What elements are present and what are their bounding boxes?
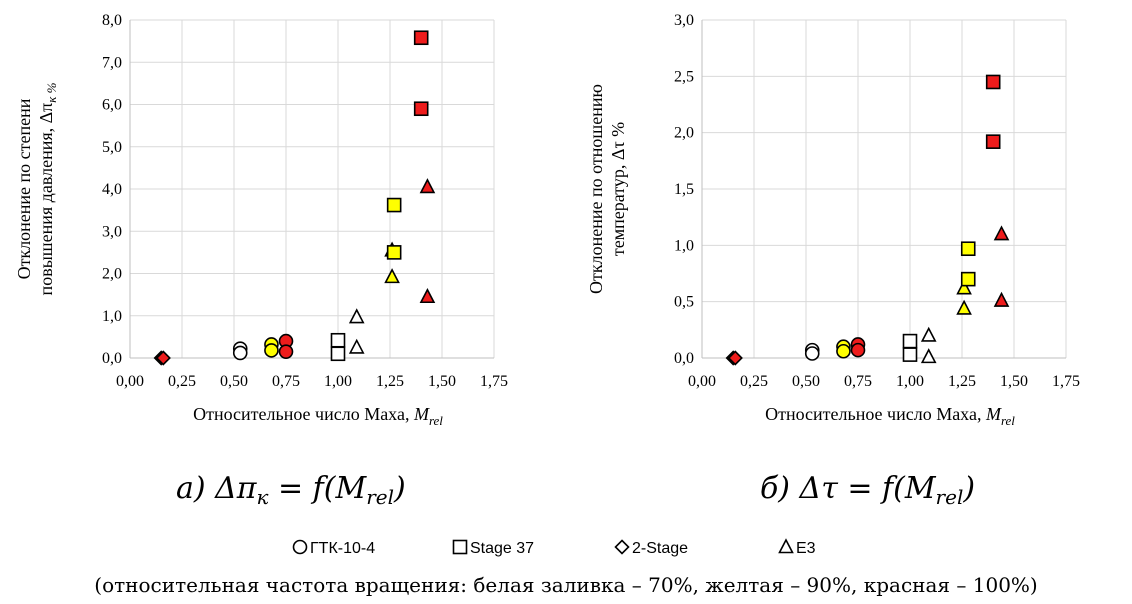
x-axis-label: Относительное число Маха, Mrel bbox=[193, 404, 443, 428]
data-point bbox=[348, 338, 365, 354]
chart-caption: а) Δπк = f(Mrel) bbox=[176, 471, 406, 509]
data-point bbox=[278, 344, 294, 359]
data-point bbox=[264, 343, 279, 358]
data-point bbox=[902, 333, 918, 349]
chart-caption: б) Δτ = f(Mrel) bbox=[760, 471, 975, 509]
y-axis-label-line2: температур, Δτ % bbox=[608, 122, 628, 256]
chart-1: 0,00 0,25 0,50 0,75 1,00 1,25 1,50 1,75 0,0 1,0 2,… bbox=[14, 12, 508, 428]
data-point bbox=[960, 241, 976, 257]
legend-circle-marker bbox=[292, 539, 308, 555]
data-point bbox=[993, 225, 1010, 241]
data-point bbox=[993, 291, 1010, 307]
data-point bbox=[348, 308, 365, 324]
data-point bbox=[384, 268, 400, 284]
y-axis-label: Отклонение по отношению температур, Δτ % bbox=[586, 84, 628, 294]
x-tick-label: 0,25 bbox=[740, 373, 768, 390]
y-axis-label-line2: повышения давления, Δπк % bbox=[36, 82, 59, 295]
x-tick-label: 1,25 bbox=[376, 373, 404, 390]
y-axis-label-line1: Отклонение по степени bbox=[14, 98, 34, 279]
y-tick-label: 3,0 bbox=[674, 12, 694, 29]
data-point bbox=[985, 134, 1001, 149]
legend-square-marker bbox=[452, 539, 468, 555]
x-tick-label: 1,25 bbox=[948, 373, 976, 390]
data-point bbox=[386, 245, 402, 260]
data-point bbox=[727, 350, 743, 366]
y-tick-label: 0,0 bbox=[674, 350, 694, 367]
y-tick-label: 2,0 bbox=[674, 125, 694, 142]
y-tick-label: 1,0 bbox=[102, 308, 122, 325]
y-tick-label: 7,0 bbox=[102, 54, 122, 71]
data-point bbox=[330, 346, 346, 362]
x-tick-label: 0,00 bbox=[116, 373, 144, 390]
y-tick-label: 8,0 bbox=[102, 12, 122, 29]
x-tick-label: 0,75 bbox=[272, 373, 300, 390]
data-point bbox=[850, 342, 866, 358]
data-point bbox=[386, 197, 402, 213]
legend: ГТК-10-4 Stage 37 2-Stage E3 bbox=[292, 538, 816, 557]
legend-label: ГТК-10-4 bbox=[310, 540, 375, 557]
y-tick-label: 0,5 bbox=[674, 294, 694, 311]
y-tick-label: 2,0 bbox=[102, 266, 122, 283]
x-axis-label: Относительное число Маха, Mrel bbox=[765, 404, 1015, 428]
legend-diamond-marker bbox=[614, 539, 630, 555]
x-tick-label: 1,50 bbox=[428, 373, 456, 390]
data-point bbox=[956, 299, 972, 315]
y-tick-label: 1,0 bbox=[674, 237, 694, 254]
y-axis-label-line1: Отклонение по отношению bbox=[586, 84, 606, 294]
y-tick-label: 3,0 bbox=[102, 223, 122, 240]
y-tick-label: 6,0 bbox=[102, 97, 122, 114]
chart-2: 0,00 0,25 0,50 0,75 1,00 1,25 1,50 1,75 0,0 0,5 1,… bbox=[586, 12, 1080, 428]
data-point bbox=[956, 279, 972, 295]
y-tick-label: 1,5 bbox=[674, 181, 694, 198]
y-tick-label: 2,5 bbox=[674, 68, 694, 85]
x-tick-label: 1,75 bbox=[480, 373, 508, 390]
x-tick-label: 0,50 bbox=[220, 373, 248, 390]
data-point bbox=[330, 332, 346, 348]
data-point bbox=[419, 178, 436, 194]
x-tick-label: 1,00 bbox=[324, 373, 352, 390]
x-tick-label: 1,50 bbox=[1000, 373, 1028, 390]
x-tick-label: 1,00 bbox=[896, 373, 924, 390]
legend-label: E3 bbox=[796, 540, 816, 557]
footnote: (относительная частота вращения: белая з… bbox=[94, 573, 1037, 597]
y-tick-label: 0,0 bbox=[102, 350, 122, 367]
legend-label: Stage 37 bbox=[470, 540, 534, 557]
data-point bbox=[413, 30, 429, 46]
y-tick-label: 4,0 bbox=[102, 181, 122, 198]
x-tick-label: 0,75 bbox=[844, 373, 872, 390]
data-point bbox=[920, 348, 937, 364]
data-point bbox=[985, 74, 1001, 90]
data-point bbox=[920, 326, 937, 342]
x-tick-label: 1,75 bbox=[1052, 373, 1080, 390]
data-point bbox=[960, 271, 976, 287]
data-point bbox=[413, 101, 429, 117]
legend-triangle-marker bbox=[778, 538, 794, 554]
x-tick-label: 0,00 bbox=[688, 373, 716, 390]
y-axis-label: Отклонение по степени повышения давления,… bbox=[14, 82, 59, 295]
data-point bbox=[836, 343, 851, 359]
data-point bbox=[419, 288, 436, 304]
data-point bbox=[155, 350, 171, 366]
legend-label: 2-Stage bbox=[632, 540, 688, 557]
x-tick-label: 0,50 bbox=[792, 373, 820, 390]
x-tick-label: 0,25 bbox=[168, 373, 196, 390]
data-point bbox=[804, 346, 820, 361]
y-tick-label: 5,0 bbox=[102, 139, 122, 156]
data-point bbox=[232, 345, 248, 361]
data-point bbox=[902, 347, 918, 362]
